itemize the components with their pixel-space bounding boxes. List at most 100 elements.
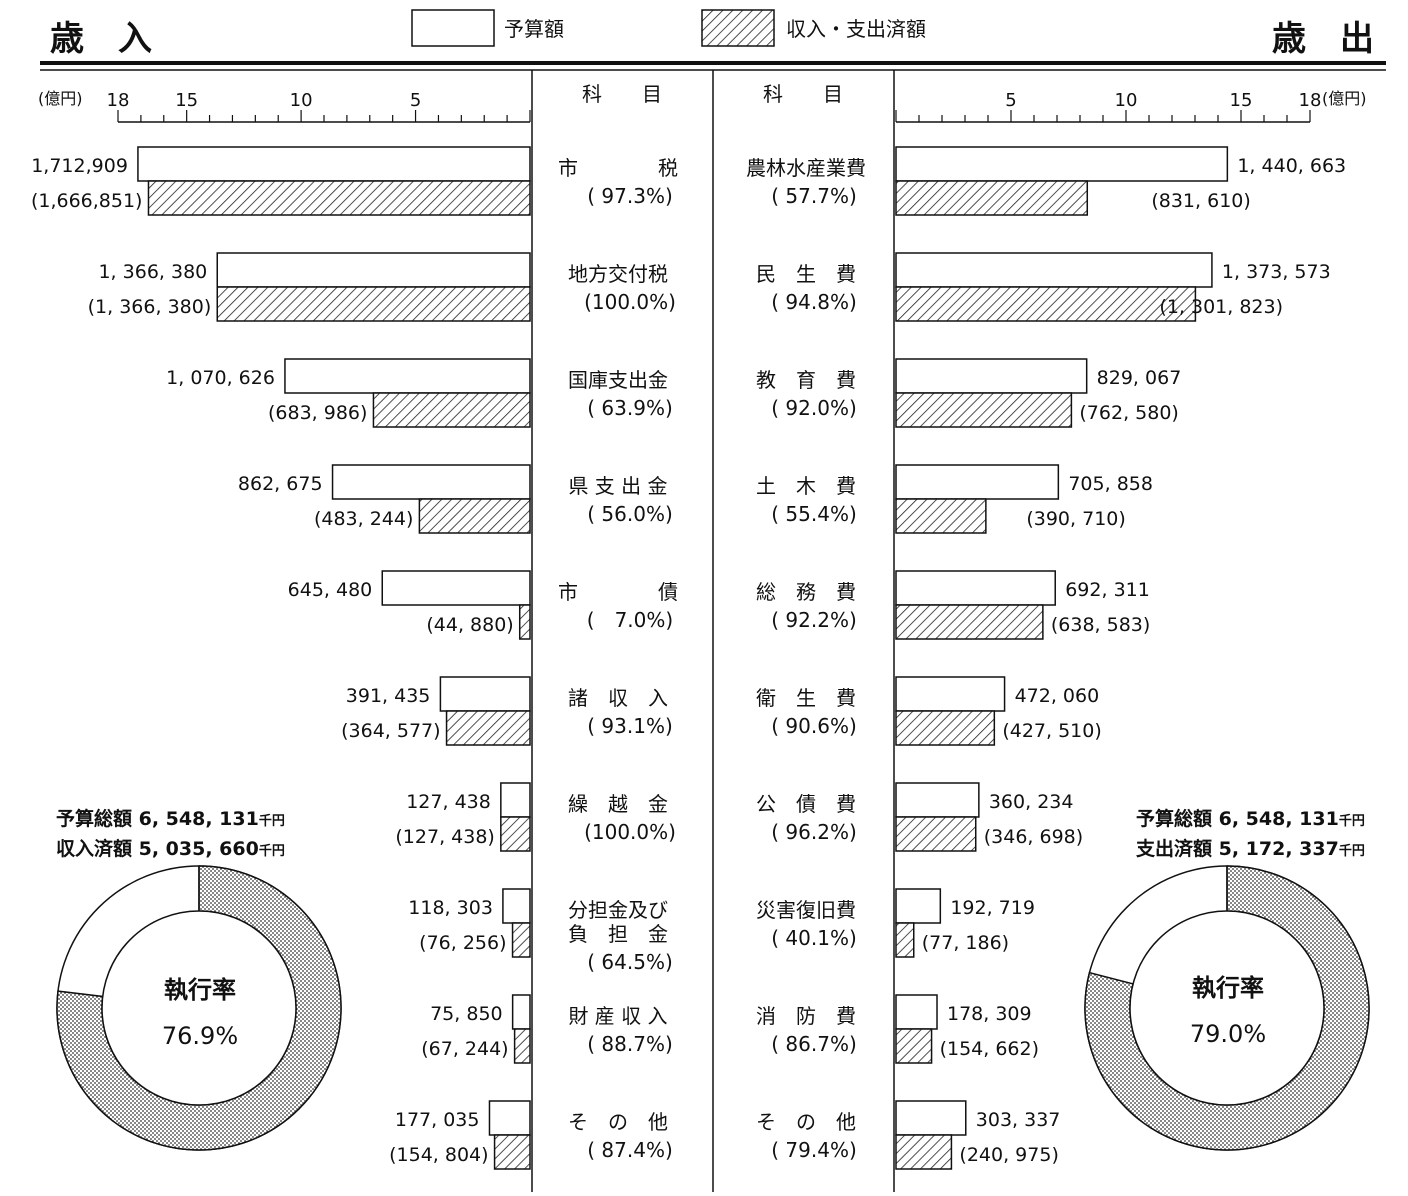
expenditure-category-name: 総 務 費: [756, 580, 856, 604]
revenue-category-rate: ( 88.7%): [587, 1032, 673, 1056]
revenue-donut-value: 76.9%: [162, 1022, 238, 1050]
revenue-category-name: 諸 収 入: [568, 686, 668, 710]
expenditure-budget-value: 829, 067: [1097, 367, 1182, 389]
expenditure-actual-bar: [895, 816, 977, 852]
expenditure-budget-bar: [895, 676, 1006, 712]
expenditure-budget-value: 1, 373, 573: [1222, 261, 1331, 283]
revenue-actual-value: (127, 438): [395, 826, 494, 848]
revenue-category-rate: ( 97.3%): [587, 184, 673, 208]
expenditure-category-rate: ( 57.7%): [771, 184, 857, 208]
expenditure-actual-bar: [895, 710, 996, 746]
revenue-actual-bar: [493, 1134, 531, 1170]
revenue-budget-bar: [284, 358, 531, 394]
legend-budget-label: 予算額: [504, 17, 564, 41]
revenue-axis-tick-label: 15: [175, 90, 198, 111]
expenditure-budget-bar: [895, 888, 942, 924]
expenditure-category-name: 教 育 費: [756, 368, 856, 392]
expenditure-category-name: 公 債 費: [756, 792, 856, 816]
expenditure-budget-bar: [895, 1100, 967, 1136]
expenditure-budget-bar: [895, 994, 938, 1030]
expenditure-budget-bar: [895, 146, 1229, 182]
expenditure-category-rate: ( 90.6%): [771, 714, 857, 738]
revenue-category-name: 市 債: [558, 580, 678, 604]
revenue-budget-value: 127, 438: [406, 791, 491, 813]
revenue-budget-bar: [439, 676, 531, 712]
revenue-donut-hole: [101, 910, 297, 1106]
revenue-actual-total: 収入済額 5, 035, 660千円: [56, 837, 285, 860]
revenue-budget-bar: [500, 782, 531, 818]
revenue-bars: 1,712,909 (1,666,851) 1, 366, 380 (1, 366, …: [31, 146, 531, 1170]
expenditure-category-name: そ の 他: [756, 1110, 856, 1134]
revenue-actual-bar: [511, 922, 531, 958]
revenue-actual-bar: [518, 604, 531, 640]
expenditure-category-name: 農林水産業費: [746, 156, 866, 180]
expenditure-actual-value: (762, 580): [1079, 402, 1178, 424]
revenue-category-name: 負 担 金: [568, 922, 668, 946]
revenue-budget-bar: [381, 570, 531, 606]
revenue-budget-value: 118, 303: [408, 897, 493, 919]
center-head-right: 科 目: [763, 82, 843, 106]
expenditure-summary: 予算総額 6, 548, 131千円 支出済額 5, 172, 337千円: [1135, 807, 1365, 860]
expenditure-donut-hole: [1129, 910, 1325, 1106]
expenditure-budget-value: 192, 719: [950, 897, 1035, 919]
revenue-actual-value: (364, 577): [341, 720, 440, 742]
revenue-category-rate: (100.0%): [584, 820, 676, 844]
expenditure-axis-tick-label: 15: [1230, 90, 1253, 111]
expenditure-category-name: 衛 生 費: [756, 686, 856, 710]
expenditure-category-name: 民 生 費: [756, 262, 856, 286]
expenditure-budget-value: 705, 858: [1068, 473, 1153, 495]
revenue-category-name: 財 産 収 入: [568, 1004, 667, 1028]
expenditure-actual-bar: [895, 1134, 953, 1170]
revenue-category-name: 県 支 出 金: [568, 474, 667, 498]
revenue-actual-bar: [445, 710, 531, 746]
revenue-budget-value: 862, 675: [238, 473, 323, 495]
revenue-actual-value: (154, 804): [389, 1144, 488, 1166]
expenditure-actual-bar: [895, 604, 1044, 640]
expenditure-budget-value: 1, 440, 663: [1237, 155, 1346, 177]
expenditure-actual-value: (77, 186): [922, 932, 1009, 954]
expenditure-donut-value: 79.0%: [1190, 1020, 1266, 1048]
revenue-budget-bar: [511, 994, 531, 1030]
expenditure-actual-value: (154, 662): [940, 1038, 1039, 1060]
revenue-axis: (億円) 18 15 10 5: [38, 89, 531, 123]
revenue-category-name: そ の 他: [568, 1110, 668, 1134]
center-head-left: 科 目: [582, 82, 662, 106]
revenue-category-rate: ( 87.4%): [587, 1138, 673, 1162]
expenditure-category-name: 消 防 費: [756, 1004, 856, 1028]
revenue-actual-value: (483, 244): [314, 508, 413, 530]
expenditure-actual-value: (638, 583): [1051, 614, 1150, 636]
revenue-actual-bar: [372, 392, 531, 428]
revenue-actual-value: (1, 366, 380): [88, 296, 212, 318]
expenditure-actual-value: (831, 610): [1151, 190, 1250, 212]
expenditure-axis-tick-label: 5: [1005, 90, 1016, 111]
expenditure-actual-value: (240, 975): [959, 1144, 1058, 1166]
expenditure-category-name: 土 木 費: [756, 474, 856, 498]
revenue-execution-donut: 執行率 76.9%: [56, 865, 342, 1151]
expenditure-axis-tick-label: 10: [1115, 90, 1138, 111]
revenue-budget-value: 391, 435: [346, 685, 431, 707]
expenditure-category-labels: 農林水産業費 ( 57.7%) 民 生 費 ( 94.8%) 教 育 費 ( 92.0%)…: [746, 156, 866, 1162]
revenue-actual-value: (1,666,851): [31, 190, 143, 212]
expenditure-actual-total: 支出済額 5, 172, 337千円: [1135, 837, 1365, 860]
expenditure-budget-bar: [895, 782, 980, 818]
expenditure-category-rate: ( 92.2%): [771, 608, 857, 632]
revenue-axis-tick-label: 5: [410, 90, 421, 111]
revenue-category-name: 繰 越 金: [568, 792, 668, 816]
revenue-axis-unit: (億円): [38, 89, 83, 108]
expenditure-actual-bar: [895, 498, 987, 534]
revenue-category-labels: 市 税 ( 97.3%) 地方交付税 (100.0%) 国庫支出金 ( 63.9%) 県 支…: [558, 156, 678, 1162]
revenue-actual-bar: [513, 1028, 531, 1064]
revenue-axis-tick-label: 10: [290, 90, 313, 111]
revenue-axis-tick-label: 18: [107, 90, 130, 111]
revenue-actual-bar: [500, 816, 531, 852]
revenue-actual-value: (683, 986): [268, 402, 367, 424]
expenditure-actual-bar: [895, 922, 915, 958]
revenue-category-name: 地方交付税: [568, 262, 668, 286]
revenue-category-rate: (100.0%): [584, 290, 676, 314]
revenue-budget-value: 645, 480: [288, 579, 373, 601]
revenue-budget-bar: [488, 1100, 531, 1136]
revenue-budget-bar: [331, 464, 531, 500]
expenditure-category-rate: ( 79.4%): [771, 1138, 857, 1162]
revenue-budget-value: 1,712,909: [31, 155, 128, 177]
revenue-category-rate: ( 7.0%): [587, 608, 673, 632]
